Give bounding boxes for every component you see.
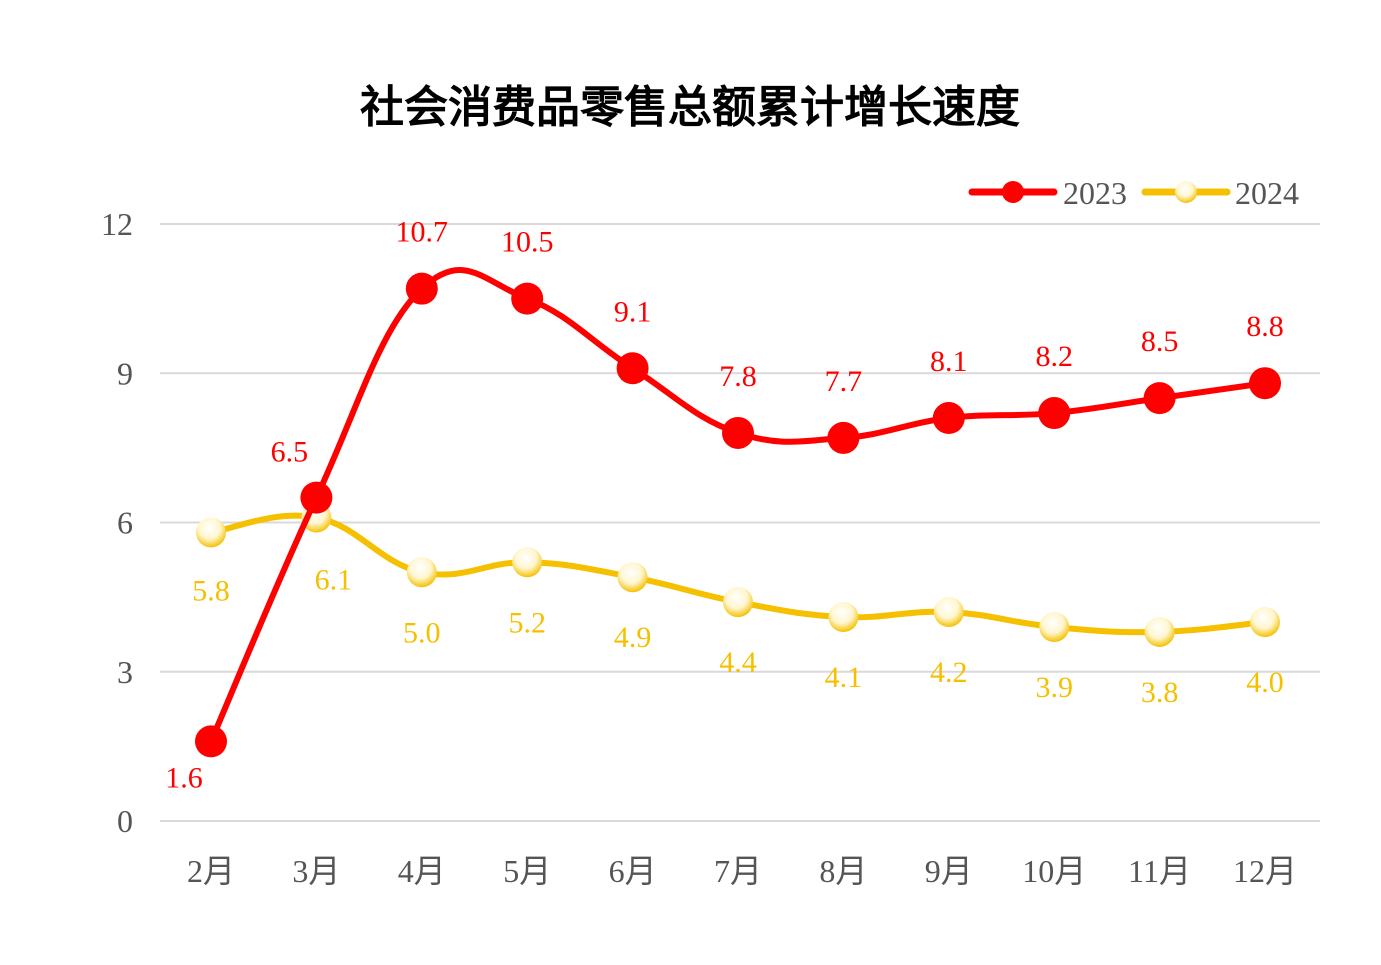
data-label: 4.0 [1246,666,1284,699]
data-label: 8.5 [1141,325,1179,358]
legend-marker [1002,181,1024,203]
data-label: 8.1 [930,345,968,378]
x-tick-label: 10月 [1022,853,1086,889]
y-tick-label: 12 [101,206,133,242]
data-label: 8.2 [1035,340,1073,373]
data-point [1143,382,1176,415]
series-2024: 5.8 6.1 5.0 5.2 4.9 4.4 4.1 4.2 3.9 3.8 4.0 [192,502,1284,709]
data-point [1144,616,1175,647]
data-label: 6.1 [315,564,353,597]
data-point [406,557,437,588]
legend-label: 2023 [1063,175,1127,211]
data-point [932,402,965,435]
x-tick-label: 2月 [187,853,235,889]
x-tick-label: 4月 [398,853,446,889]
legend-item-2023: 2023 [968,175,1127,211]
y-tick-label: 0 [117,803,133,839]
y-tick-label: 9 [117,355,133,391]
data-point [195,725,227,758]
data-point [828,602,859,633]
x-tick-label: 3月 [292,853,340,889]
data-label: 4.1 [825,661,863,694]
data-point [933,597,964,628]
data-label: 4.4 [719,646,757,679]
y-tick-label: 3 [117,654,133,690]
series-2023: 1.6 6.5 10.7 10.5 9.1 7.8 7.7 8.1 8.2 8.5 8.8 [165,216,1284,795]
data-label: 1.6 [165,761,203,794]
data-point [511,282,544,315]
data-point [300,481,333,514]
legend-label: 2024 [1235,175,1299,211]
data-point [827,421,860,454]
data-label: 4.9 [614,621,652,654]
legend-item-2024: 2024 [1141,175,1299,211]
data-label: 9.1 [614,295,652,328]
data-point [405,272,438,305]
data-label: 5.2 [508,606,546,639]
data-point [617,562,648,593]
data-label: 10.7 [396,216,449,249]
x-tick-label: 11月 [1128,853,1191,889]
data-label: 5.0 [403,616,441,649]
data-label: 5.8 [192,574,230,607]
data-label: 7.7 [825,365,863,398]
y-tick-label: 6 [117,505,133,541]
data-point [616,352,649,385]
legend-marker [1175,181,1197,203]
chart-title: 社会消费品零售总额累计增长速度 [360,82,1020,133]
data-label: 6.5 [271,436,309,469]
x-tick-label: 5月 [503,853,551,889]
data-point [1038,397,1071,430]
data-label: 3.9 [1035,671,1073,704]
x-tick-label: 9月 [925,853,973,889]
data-label: 3.8 [1141,676,1179,709]
x-tick-label: 6月 [609,853,657,889]
data-point [1039,611,1070,642]
data-point [1250,607,1280,637]
data-point [1249,367,1281,400]
data-point [723,587,753,618]
data-point [722,416,754,449]
data-label: 8.8 [1246,310,1284,343]
data-point [196,517,226,548]
x-tick-label: 12月 [1233,853,1297,889]
data-label: 4.2 [930,656,968,689]
data-label: 10.5 [501,226,554,259]
x-tick-label: 8月 [819,853,867,889]
data-point [512,547,543,578]
x-tick-label: 7月 [714,853,762,889]
data-label: 7.8 [719,360,757,393]
